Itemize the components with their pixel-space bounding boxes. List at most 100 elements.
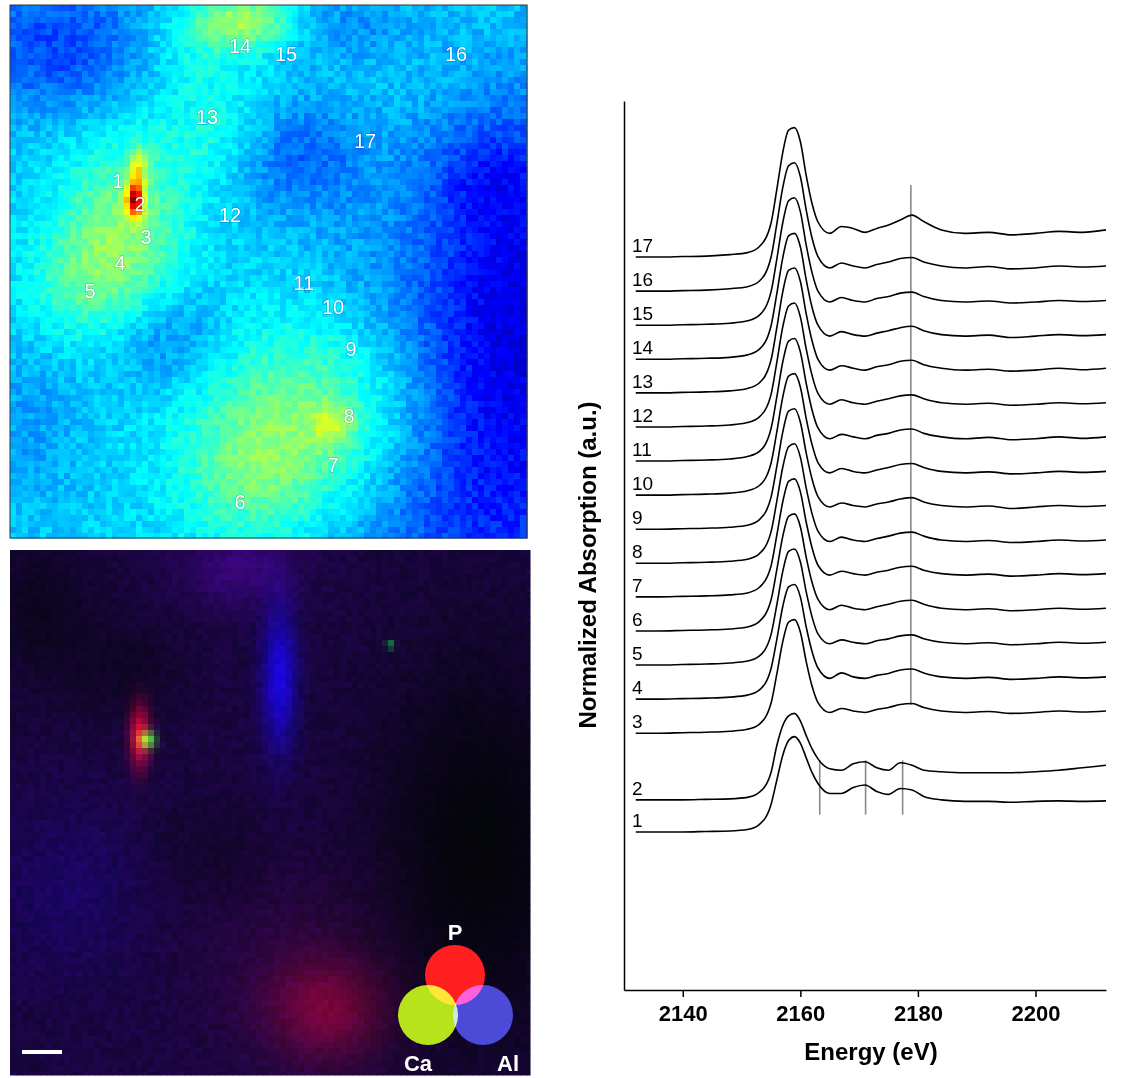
map-pixel <box>22 71 29 78</box>
map-pixel <box>64 113 71 120</box>
map-pixel <box>244 83 251 90</box>
map-pixel <box>448 17 455 24</box>
map-pixel <box>478 137 485 144</box>
map-pixel <box>358 101 365 108</box>
map-pixel <box>502 29 509 36</box>
map-pixel <box>82 125 89 132</box>
map-pixel <box>412 23 419 30</box>
map-pixel <box>16 65 23 72</box>
map-pixel <box>226 17 233 24</box>
map-pixel <box>22 89 29 96</box>
map-pixel <box>496 83 503 90</box>
map-pixel <box>334 5 341 12</box>
map-pixel <box>166 35 173 42</box>
map-pixel <box>436 35 443 42</box>
map-pixel <box>286 137 293 144</box>
map-pixel <box>388 23 395 30</box>
map-pixel <box>148 5 155 12</box>
map-pixel <box>484 41 491 48</box>
map-pixel <box>166 41 173 48</box>
map-pixel <box>34 23 41 30</box>
map-pixel <box>256 89 263 96</box>
map-pixel <box>322 131 329 138</box>
map-pixel <box>256 125 263 132</box>
map-pixel <box>460 131 467 138</box>
map-pixel <box>370 65 377 72</box>
map-pixel <box>472 101 479 108</box>
map-pixel <box>70 77 77 84</box>
map-pixel <box>202 35 209 42</box>
map-pixel <box>202 131 209 138</box>
map-pixel <box>304 29 311 36</box>
map-pixel <box>118 101 125 108</box>
map-pixel <box>136 59 143 66</box>
map-pixel <box>376 65 383 72</box>
map-pixel <box>280 125 287 132</box>
map-pixel <box>490 119 497 126</box>
map-pixel <box>310 119 317 126</box>
map-pixel <box>256 107 263 114</box>
map-pixel <box>106 71 113 78</box>
map-pixel <box>154 77 161 84</box>
map-pixel <box>352 95 359 102</box>
map-pixel <box>466 107 473 114</box>
map-pixel <box>214 95 221 102</box>
map-pixel <box>142 71 149 78</box>
map-pixel <box>490 29 497 36</box>
map-pixel <box>436 113 443 120</box>
map-pixel <box>46 65 53 72</box>
map-pixel <box>382 35 389 42</box>
map-pixel <box>448 89 455 96</box>
map-pixel <box>10 83 17 90</box>
map-pixel <box>70 17 77 24</box>
map-pixel <box>496 119 503 126</box>
map-pixel <box>64 137 71 144</box>
map-pixel <box>508 65 515 72</box>
map-pixel <box>502 125 509 132</box>
map-pixel <box>52 101 59 108</box>
map-pixel <box>328 107 335 114</box>
map-pixel <box>316 17 323 24</box>
map-pixel <box>484 89 491 96</box>
map-pixel <box>358 35 365 42</box>
map-pixel <box>400 137 407 144</box>
map-pixel <box>148 17 155 24</box>
map-pixel <box>424 131 431 138</box>
map-pixel <box>424 59 431 66</box>
map-pixel <box>208 47 215 54</box>
map-pixel <box>262 53 269 60</box>
map-pixel <box>52 23 59 30</box>
map-pixel <box>508 29 515 36</box>
map-pixel <box>454 35 461 42</box>
map-pixel <box>340 89 347 96</box>
map-pixel <box>40 137 47 144</box>
map-pixel <box>358 59 365 66</box>
map-pixel <box>40 83 47 90</box>
map-pixel <box>466 131 473 138</box>
map-pixel <box>388 47 395 54</box>
map-pixel <box>322 101 329 108</box>
map-pixel <box>16 17 23 24</box>
map-pixel <box>400 23 407 30</box>
map-pixel <box>310 5 317 12</box>
map-pixel <box>82 101 89 108</box>
map-pixel <box>340 65 347 72</box>
map-pixel <box>118 95 125 102</box>
map-pixel <box>52 83 59 90</box>
map-pixel <box>214 71 221 78</box>
map-pixel <box>424 5 431 12</box>
map-pixel <box>154 47 161 54</box>
map-pixel <box>460 89 467 96</box>
map-pixel <box>250 107 257 114</box>
map-pixel <box>268 59 275 66</box>
map-pixel <box>160 107 167 114</box>
map-pixel <box>70 107 77 114</box>
map-pixel <box>70 23 77 30</box>
map-pixel <box>292 29 299 36</box>
map-pixel <box>250 113 257 120</box>
map-pixel <box>94 137 101 144</box>
map-pixel <box>364 17 371 24</box>
map-pixel <box>262 23 269 30</box>
map-pixel <box>70 59 77 66</box>
map-pixel <box>310 89 317 96</box>
